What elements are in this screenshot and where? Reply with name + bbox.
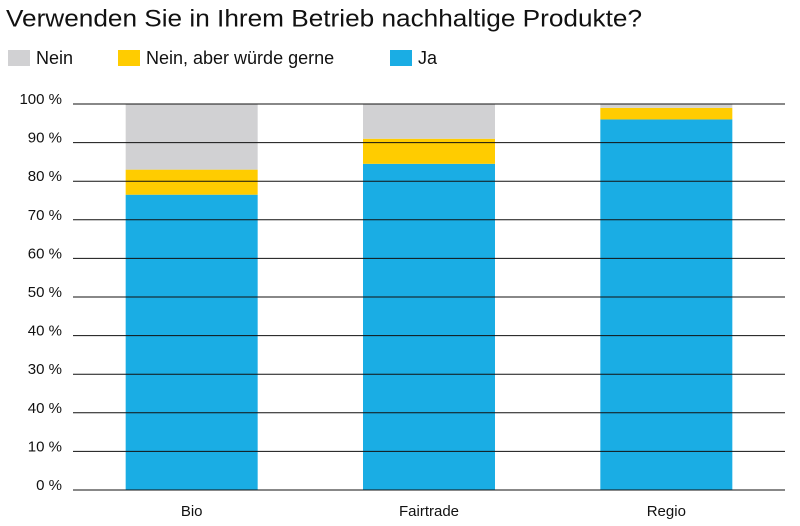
y-tick-label: 100 % [19,91,62,108]
legend-label: Nein [36,48,73,68]
bar-segment [125,169,258,195]
y-tick-label: 70 % [28,207,62,224]
chart-title: Verwenden Sie in Ihrem Betrieb nachhalti… [6,5,642,32]
legend-swatch [8,50,30,66]
y-tick-label: 60 % [28,245,62,262]
y-tick-label: 40 % [28,400,62,417]
y-tick-label: 30 % [28,361,62,378]
legend-swatch [118,50,140,66]
bar-segment [363,104,495,139]
bar-segment [125,194,258,490]
legend-swatch [390,50,412,66]
y-tick-label: 90 % [28,130,62,147]
bar-segment [600,119,733,490]
bar-segment [363,163,495,490]
y-tick-label: 50 % [28,284,62,301]
y-tick-label: 0 % [36,477,62,494]
bar-segment [125,104,258,170]
legend-label: Ja [418,48,438,68]
bar-segment [600,104,733,108]
y-tick-label: 80 % [28,168,62,185]
legend-label: Nein, aber würde gerne [146,48,334,68]
bar-segment [600,107,733,120]
x-tick-label: Bio [181,503,203,520]
x-tick-label: Fairtrade [399,503,459,520]
x-tick-label: Regio [647,503,686,520]
y-tick-label: 40 % [28,323,62,340]
y-tick-label: 10 % [28,438,62,455]
